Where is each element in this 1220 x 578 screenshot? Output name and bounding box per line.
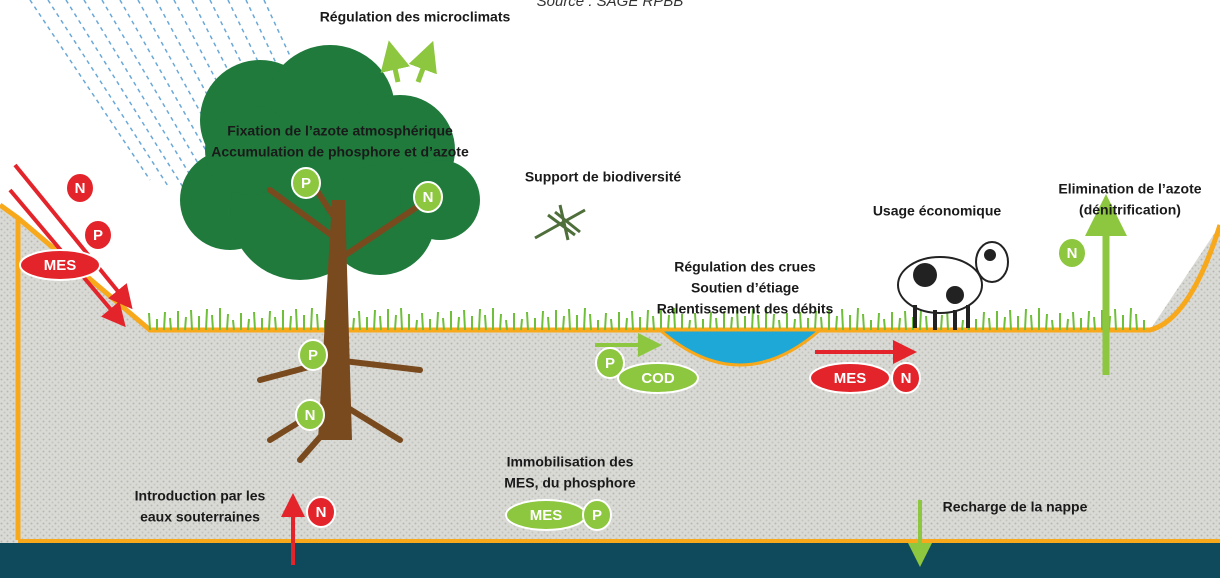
label: eaux souterraines xyxy=(140,509,260,525)
aquifer xyxy=(0,543,1220,578)
badge-text: N xyxy=(901,370,912,387)
arrow xyxy=(418,55,428,82)
label: Soutien d’étiage xyxy=(691,280,799,296)
label: Régulation des crues xyxy=(674,259,816,275)
label: MES, du phosphore xyxy=(504,475,636,491)
label: Ralentissement des débits xyxy=(657,301,834,317)
badge-text: N xyxy=(305,407,316,424)
cow-body xyxy=(898,257,982,313)
badge-text: MES xyxy=(530,507,563,524)
label: (dénitrification) xyxy=(1079,202,1181,218)
cow-spot xyxy=(984,249,996,261)
cow-head xyxy=(976,242,1008,282)
cow-spot xyxy=(946,286,964,304)
grass xyxy=(149,308,1144,330)
ground-outline xyxy=(0,205,1220,330)
dragonfly xyxy=(535,205,585,240)
source: Source : SAGE RPBB xyxy=(537,0,684,10)
label: Recharge de la nappe xyxy=(943,499,1088,515)
label: Fixation de l’azote atmosphérique xyxy=(227,123,453,139)
badge-text: P xyxy=(93,227,103,244)
badge-text: P xyxy=(592,507,602,524)
label: Elimination de l’azote xyxy=(1058,181,1201,197)
badge-text: MES xyxy=(834,370,867,387)
label: Support de biodiversité xyxy=(525,169,682,185)
cow-spot xyxy=(913,263,937,287)
badge-text: COD xyxy=(641,370,675,387)
page: Source : SAGE RPBB Régulation des microcl… xyxy=(0,0,1220,578)
badge-text: N xyxy=(316,504,327,521)
badge-text: N xyxy=(75,180,86,197)
badge-text: N xyxy=(423,189,434,206)
label: Introduction par les xyxy=(135,488,266,504)
arrow xyxy=(392,55,398,82)
badge-text: P xyxy=(308,347,318,364)
badge-text: N xyxy=(1067,245,1078,262)
badge-text: P xyxy=(301,175,311,192)
label: Usage économique xyxy=(873,203,1002,219)
badge-text: P xyxy=(605,355,615,372)
label: Accumulation de phosphore et d’azote xyxy=(211,144,469,160)
badge-text: MES xyxy=(44,257,77,274)
label: Régulation des microclimats xyxy=(320,9,511,25)
label: Immobilisation des xyxy=(507,454,634,470)
diagram: Source : SAGE RPBB Régulation des microcl… xyxy=(0,0,1220,578)
